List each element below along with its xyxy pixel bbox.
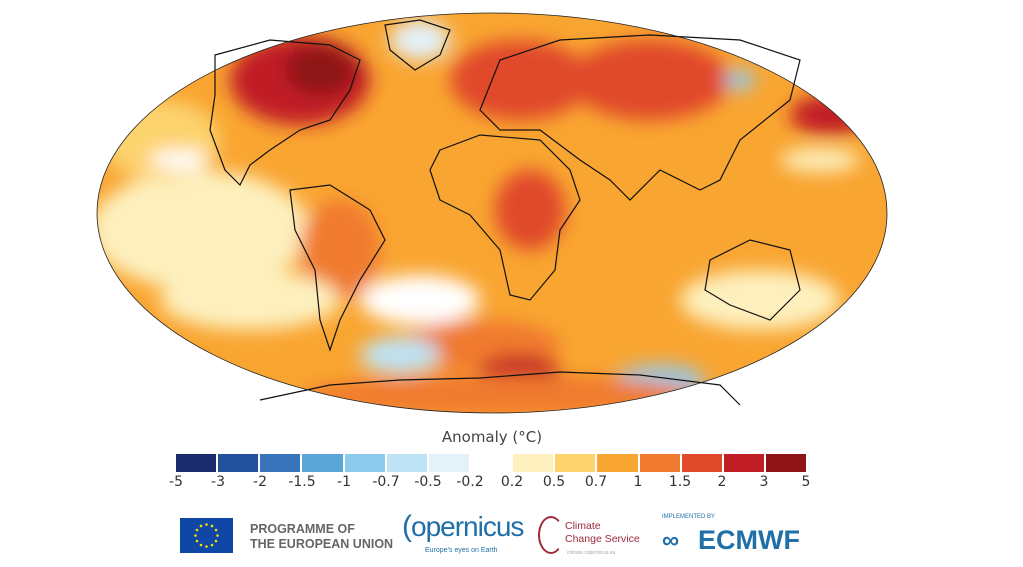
eu-stars-icon [194,523,219,548]
colorbar-tick-label: -2 [253,474,267,490]
copernicus-c-arc-icon: ( [402,510,412,543]
colorbar-tick-label: -0.5 [414,474,442,490]
ecmwf-logo: ECMWF [698,525,800,555]
copernicus-tagline: Europe's eyes on Earth [425,547,498,554]
colorbar-bin [428,454,469,472]
eu-flag-logo [180,518,233,553]
colorbar-bin [597,454,638,472]
globe-outline [96,12,888,414]
colorbar-tick-label: -1.5 [288,474,316,490]
colorbar-tick-label: -0.2 [456,474,484,490]
colorbar-bin [260,454,301,472]
ccs-url: climate.copernicus.eu [567,550,616,556]
colorbar-bin [386,454,427,472]
colorbar-bin [513,454,554,472]
eu-line1: PROGRAMME OF [250,522,355,536]
colorbar-tick-label: 0.2 [500,474,524,490]
colorbar-bin [470,454,512,472]
ecmwf-symbol-icon: ∞ [662,527,680,554]
colorbar-tick-label: -5 [169,474,183,490]
colorbar-bin [765,454,807,472]
colorbar-tick-label: 0.5 [542,474,566,490]
colorbar-tick-label: 1.5 [668,474,692,490]
eu-programme-text: PROGRAMME OF THE EUROPEAN UNION [250,522,393,552]
ccs-line1: Climate [565,520,601,532]
coastlines [209,19,801,406]
colorbar-bin [639,454,680,472]
colorbar-ticks: -5 -3 -2 -1.5 -1 -0.7 -0.5 -0.2 0.2 0.5 0.7 1 1.5 2 3 5 [169,474,810,492]
colorbar-bin [344,454,385,472]
colorbar-tick-label: 3 [759,474,769,490]
implemented-by: IMPLEMENTED BY [662,514,716,520]
colorbar-tick-label: -1 [337,474,351,490]
eu-line2: THE EUROPEAN UNION [250,537,394,551]
colorbar-tick-label: 1 [633,474,643,490]
colorbar-bin [302,454,343,472]
copernicus-logo: (opernicus [402,510,524,543]
colorbar-bin [723,454,764,472]
colorbar-bin [218,454,259,472]
colorbar-tick-label: 2 [717,474,727,490]
colorbar-bin [555,454,596,472]
colorbar [176,454,808,472]
colorbar-bin [176,454,217,472]
colorbar-tick-label: 0.7 [584,474,608,490]
ccs-line2: Change Service [565,533,640,545]
copernicus-wordmark: opernicus [411,511,524,542]
colorbar-tick-label: -0.7 [372,474,400,490]
colorbar-bin [681,454,722,472]
climate-change-service-logo: Climate Change Service [565,520,640,546]
colorbar-tick-label: 5 [801,474,811,490]
colorbar-tick-label: -3 [211,474,225,490]
world-anomaly-map [96,12,888,414]
legend-title: Anomaly (°C) [441,428,543,446]
thermometer-cloud-icon [538,516,564,554]
